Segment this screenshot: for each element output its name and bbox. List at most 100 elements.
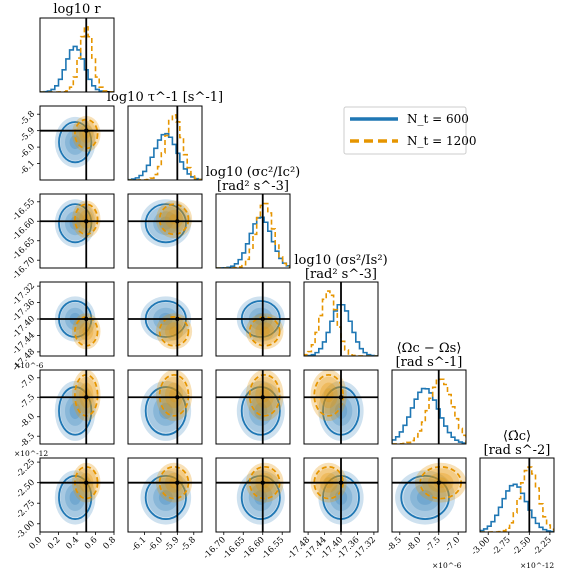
contour-n600: [240, 474, 281, 520]
truth-point-5-4: [436, 480, 441, 485]
panel-frame-4-3: [303, 369, 379, 445]
density-n600-level-0: [140, 199, 192, 248]
density-n600-level-0: [54, 199, 96, 248]
panel-frame-4-1: [127, 369, 203, 445]
density-n600-level-3: [416, 490, 434, 505]
contour-n600: [144, 474, 187, 520]
density-n600-level-2: [153, 395, 179, 426]
panel-frame-2-0: [39, 193, 115, 269]
density-n600-level-3: [158, 216, 173, 230]
density-n600-level-2: [410, 483, 441, 512]
density-n600-level-2: [64, 211, 86, 236]
panel-title-2: log10 (σc²/Ic²): [206, 165, 301, 180]
panel-content: [304, 458, 378, 532]
truth-point-5-0: [84, 480, 89, 485]
panel-frame-1-0: [39, 105, 115, 181]
panel-content: [128, 458, 202, 532]
density-n600-level-2: [153, 483, 179, 512]
density-n1200-level-1: [160, 376, 188, 415]
density-n1200-level-1: [160, 318, 188, 345]
panel-content: [40, 370, 114, 444]
density-n600-level-2: [64, 483, 86, 512]
panel-frame-2-2: [215, 193, 291, 269]
truth-point-4-3: [338, 395, 344, 400]
panel-content: [128, 194, 202, 268]
density-n600-level-3: [69, 402, 81, 420]
panel-title-3: log10 (σs²/Is²): [294, 253, 387, 268]
panel-content: [216, 194, 290, 268]
density-n600-level-3: [158, 490, 173, 505]
truth-point-4-0: [84, 395, 89, 400]
density-n1200-level-0: [155, 313, 193, 350]
density-n600-level-1: [403, 477, 447, 518]
density-n1200-level-2: [255, 382, 275, 409]
panel-frame-3-1: [127, 281, 203, 357]
panel-title-line2-5: [rad s^-2]: [484, 443, 551, 458]
panel-frame-5-2: [215, 457, 291, 533]
panel-frame-5-5: [479, 457, 555, 533]
panel-2-1: [127, 193, 203, 269]
contour-n600: [58, 203, 93, 244]
panel-frame-3-0: [39, 281, 115, 357]
panel-frame-5-4: [391, 457, 467, 533]
panel-frame-0-0: [39, 17, 115, 93]
truth-point-2-1: [175, 219, 180, 224]
histogram-n1200-4: [392, 378, 466, 444]
legend-label-n1200: N_t = 1200: [407, 134, 477, 148]
density-n1200-level-2: [165, 209, 184, 229]
panel-content: [480, 458, 554, 532]
legend: N_t = 600 N_t = 1200: [343, 106, 477, 155]
truth-point-4-1: [175, 395, 180, 400]
density-n1200-level-0: [155, 370, 193, 422]
density-n600-level-1: [60, 205, 90, 241]
panel-frame-1-1: [127, 105, 203, 181]
panel-3-3: log10 (σs²/Is²)[rad² s^-3]: [294, 253, 388, 357]
panel-title-5: ⟨Ω̇c⟩: [503, 429, 531, 444]
truth-point-5-3: [338, 480, 344, 485]
panel-content: [40, 106, 114, 180]
panel-3-2: [215, 281, 291, 357]
y-offset-label-5: ×10^-12: [14, 449, 48, 458]
panel-content: [216, 282, 290, 356]
contour-n600: [144, 203, 187, 244]
contour-n600: [144, 386, 187, 436]
density-n1200-level-0: [310, 370, 347, 422]
contour-n1200: [158, 203, 190, 236]
truth-point-1-0: [84, 128, 89, 133]
density-n1200-level-3: [323, 388, 334, 403]
panel-2-2: log10 (σc²/Ic²)[rad² s^-3]: [206, 165, 301, 269]
panel-frame-4-2: [215, 369, 291, 445]
panel-content: [304, 370, 378, 444]
truth-point-3-0: [84, 316, 89, 322]
contour-n600: [240, 386, 281, 436]
panel-title-line2-4: [rad s^-1]: [396, 355, 463, 370]
density-n1200-level-1: [250, 318, 279, 345]
density-n1200-level-1: [160, 205, 188, 234]
density-n600-level-1: [60, 477, 90, 518]
density-n1200-level-2: [165, 382, 184, 409]
density-n600-level-2: [64, 395, 86, 426]
contour-n1200: [158, 373, 190, 417]
density-n1200-level-1: [250, 376, 279, 415]
panel-frame-4-0: [39, 369, 115, 445]
density-n600-level-3: [69, 490, 81, 505]
panel-title-0: log10 r: [53, 2, 101, 17]
density-n600-level-1: [60, 389, 90, 433]
density-n600-level-2: [64, 129, 86, 155]
density-n600-level-2: [153, 211, 179, 236]
panel-content: [40, 282, 114, 356]
panel-content: [40, 194, 114, 268]
density-n600-level-3: [69, 216, 81, 230]
density-n1200-level-0: [155, 200, 193, 239]
contour-n1200: [248, 316, 281, 347]
contour-n600: [58, 121, 93, 164]
histogram-n1200-1: [128, 114, 202, 180]
legend-label-n600: N_t = 600: [407, 112, 469, 126]
panel-4-1: [127, 369, 203, 445]
panel-content: [392, 458, 466, 532]
truth-point-4-2: [260, 395, 265, 400]
panel-3-1: [127, 281, 203, 357]
density-n600-level-0: [236, 380, 285, 441]
panel-content: [40, 458, 114, 532]
